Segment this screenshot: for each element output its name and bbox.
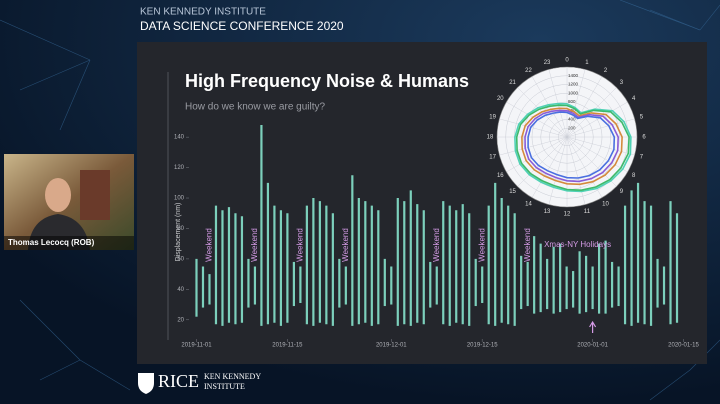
speaker-name: Thomas Lecocq (ROB) bbox=[8, 238, 95, 247]
weekend-label: Weekend bbox=[295, 228, 304, 262]
chart-title: High Frequency Noise & Humans bbox=[185, 71, 469, 91]
theta-tick-label: 7 bbox=[640, 155, 644, 161]
header-line1: KEN KENNEDY INSTITUTE bbox=[140, 7, 266, 18]
x-tick-label: 2020-01-15 bbox=[668, 343, 699, 349]
webcam-face bbox=[45, 178, 71, 212]
x-tick-label: 2019-12-01 bbox=[376, 343, 407, 349]
theta-tick-label: 10 bbox=[602, 201, 609, 207]
y-tick-label: 140 bbox=[174, 135, 185, 141]
theta-tick-label: 20 bbox=[497, 96, 504, 102]
x-tick-label: 2019-12-15 bbox=[467, 343, 498, 349]
polar-spoke bbox=[566, 136, 628, 173]
polar-spoke bbox=[566, 76, 603, 138]
y-tick-label: 120 bbox=[174, 165, 185, 171]
r-tick-label: 1000 bbox=[568, 90, 579, 95]
r-tick-label: 1400 bbox=[568, 73, 579, 78]
polar-spoke bbox=[531, 136, 568, 198]
polar-spoke bbox=[517, 136, 568, 187]
theta-tick-label: 9 bbox=[620, 189, 624, 195]
theta-tick-label: 17 bbox=[489, 155, 496, 161]
polar-spoke bbox=[499, 118, 568, 138]
theta-tick-label: 4 bbox=[632, 96, 636, 102]
polar-spoke bbox=[566, 101, 628, 138]
header-line2: DATA SCIENCE CONFERENCE 2020 bbox=[140, 19, 344, 33]
x-tick-label: 2020-01-01 bbox=[577, 343, 608, 349]
weekend-label: Weekend bbox=[205, 228, 214, 262]
polar-spoke bbox=[566, 136, 635, 156]
logo-line2: INSTITUTE bbox=[204, 382, 245, 391]
y-tick-label: 80 bbox=[177, 226, 184, 232]
y-tick-label: 20 bbox=[177, 317, 184, 323]
logo-shield bbox=[138, 373, 154, 394]
x-tick-label: 2019-11-15 bbox=[272, 343, 303, 349]
weekend-label: Weekend bbox=[250, 228, 259, 262]
polar-curve bbox=[514, 102, 632, 193]
theta-tick-label: 21 bbox=[509, 80, 516, 86]
webcam: Thomas Lecocq (ROB) bbox=[4, 154, 134, 250]
name-bar bbox=[4, 236, 134, 250]
theta-tick-label: 18 bbox=[487, 135, 494, 141]
polar-curve bbox=[521, 107, 623, 186]
polar-spoke bbox=[566, 136, 586, 205]
holiday-label: Xmas-NY Holidays bbox=[544, 240, 611, 249]
chart-subtitle: How do we know we are guilty? bbox=[185, 102, 326, 113]
theta-tick-label: 16 bbox=[497, 173, 504, 179]
theta-tick-label: 3 bbox=[620, 80, 624, 86]
r-tick-label: 1200 bbox=[568, 82, 579, 87]
r-tick-label: 400 bbox=[568, 117, 576, 122]
polar-spoke bbox=[499, 136, 568, 156]
theta-tick-label: 22 bbox=[525, 68, 532, 74]
polar-curve bbox=[524, 109, 620, 183]
weekend-label: Weekend bbox=[432, 228, 441, 262]
polar-spoke bbox=[566, 69, 586, 138]
weekend-label: Weekend bbox=[523, 228, 532, 262]
y-tick-label: 40 bbox=[177, 287, 184, 293]
polar-spoke bbox=[506, 136, 568, 173]
theta-tick-label: 19 bbox=[489, 115, 496, 121]
theta-tick-label: 5 bbox=[640, 115, 644, 121]
theta-tick-label: 8 bbox=[632, 173, 636, 179]
theta-tick-label: 13 bbox=[544, 209, 551, 215]
theta-tick-label: 15 bbox=[509, 189, 516, 195]
theta-tick-label: 6 bbox=[642, 135, 646, 141]
x-tick-label: 2019-11-01 bbox=[181, 343, 212, 349]
theta-tick-label: 23 bbox=[544, 60, 551, 66]
theta-tick-label: 2 bbox=[604, 68, 608, 74]
weekend-label: Weekend bbox=[477, 228, 486, 262]
polar-spoke bbox=[566, 136, 617, 187]
y-axis-label: Displacement (nm) bbox=[175, 203, 182, 262]
y-tick-label: 60 bbox=[177, 256, 184, 262]
theta-tick-label: 11 bbox=[584, 209, 591, 215]
y-tick-label: 100 bbox=[174, 196, 185, 202]
polar-curve bbox=[527, 111, 616, 179]
theta-tick-label: 1 bbox=[585, 60, 589, 66]
webcam-building bbox=[80, 170, 110, 220]
logo-text: RICE bbox=[158, 371, 199, 391]
theta-tick-label: 0 bbox=[565, 58, 569, 64]
footer-logo: RICE KEN KENNEDY INSTITUTE bbox=[138, 371, 261, 394]
r-tick-label: 800 bbox=[568, 99, 576, 104]
weekend-label: Weekend bbox=[341, 228, 350, 262]
logo-line1: KEN KENNEDY bbox=[204, 372, 261, 381]
theta-tick-label: 12 bbox=[564, 212, 571, 218]
theta-tick-label: 14 bbox=[525, 201, 532, 207]
holiday-arrow bbox=[589, 320, 597, 333]
polar-curve bbox=[515, 104, 630, 192]
polar-spoke bbox=[548, 136, 568, 205]
